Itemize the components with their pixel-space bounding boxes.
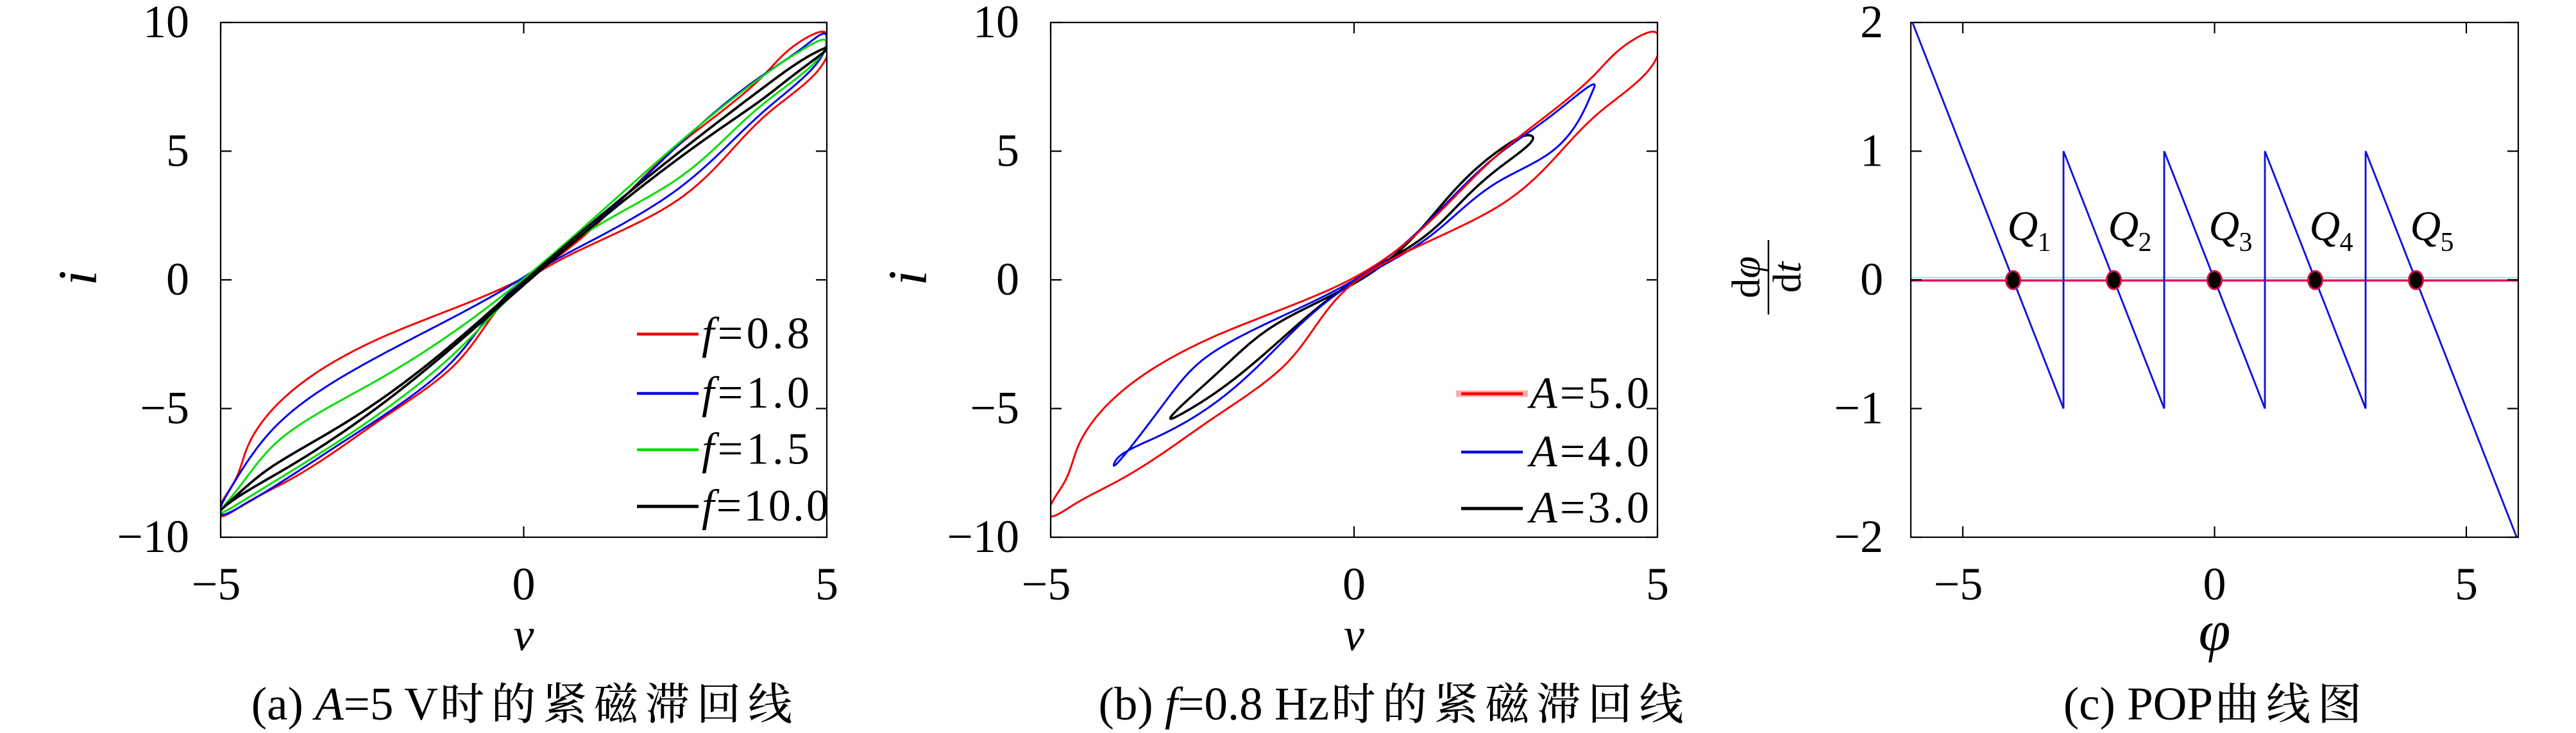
svg-text:v: v — [514, 609, 534, 660]
svg-text:A=4.0: A=4.0 — [1527, 427, 1649, 476]
svg-text:−2: −2 — [1834, 511, 1883, 562]
svg-text:−5: −5 — [140, 383, 189, 434]
svg-text:f=0.8: f=0.8 — [702, 309, 809, 359]
svg-text:0: 0 — [1343, 558, 1366, 610]
svg-text:5: 5 — [166, 125, 189, 177]
svg-text:2: 2 — [1860, 0, 1883, 47]
svg-text:i: i — [877, 270, 938, 286]
svg-text:5: 5 — [2441, 228, 2454, 257]
svg-text:φ: φ — [2199, 599, 2231, 663]
svg-text:dφ: dφ — [1725, 256, 1768, 298]
svg-text:0: 0 — [1860, 254, 1883, 305]
svg-text:Q: Q — [2310, 203, 2341, 250]
svg-text:0: 0 — [513, 558, 536, 610]
svg-text:0: 0 — [2203, 558, 2226, 610]
svg-text:5: 5 — [996, 125, 1019, 177]
svg-text:2: 2 — [2139, 228, 2152, 257]
svg-text:Q: Q — [2411, 203, 2441, 250]
svg-text:5: 5 — [1646, 558, 1669, 610]
svg-text:(c) POP: (c) POP — [2063, 678, 2213, 730]
svg-text:−10: −10 — [117, 511, 189, 562]
svg-text:−1: −1 — [1834, 383, 1883, 434]
svg-text:A=3.0: A=3.0 — [1527, 483, 1649, 533]
svg-text:−5: −5 — [970, 383, 1019, 434]
svg-text:0: 0 — [166, 254, 189, 305]
svg-text:−5: −5 — [192, 558, 241, 610]
svg-text:1: 1 — [1860, 125, 1883, 177]
svg-text:−10: −10 — [947, 511, 1019, 562]
svg-text:1: 1 — [2038, 228, 2051, 257]
svg-text:v: v — [1344, 609, 1364, 660]
svg-text:A=5.0: A=5.0 — [1527, 368, 1649, 418]
svg-text:3: 3 — [2239, 228, 2253, 257]
svg-text:(a) A=5 V: (a) A=5 V — [251, 678, 438, 730]
svg-text:i: i — [47, 270, 108, 286]
svg-text:Q: Q — [2008, 203, 2038, 250]
svg-text:4: 4 — [2340, 228, 2353, 257]
svg-text:Q: Q — [2209, 203, 2240, 250]
svg-text:f=1.5: f=1.5 — [702, 425, 809, 474]
svg-text:f=1.0: f=1.0 — [702, 368, 809, 418]
svg-text:10: 10 — [143, 0, 189, 47]
svg-text:dt: dt — [1766, 261, 1809, 293]
svg-text:0: 0 — [996, 254, 1019, 305]
svg-text:5: 5 — [815, 558, 838, 610]
svg-text:−5: −5 — [1022, 558, 1071, 610]
svg-text:Q: Q — [2108, 203, 2139, 250]
svg-text:−5: −5 — [1934, 558, 1983, 610]
svg-text:5: 5 — [2455, 558, 2478, 610]
svg-text:(b) f=0.8 Hz: (b) f=0.8 Hz — [1099, 678, 1329, 730]
svg-text:f=10.0: f=10.0 — [702, 481, 829, 531]
svg-text:10: 10 — [973, 0, 1019, 47]
